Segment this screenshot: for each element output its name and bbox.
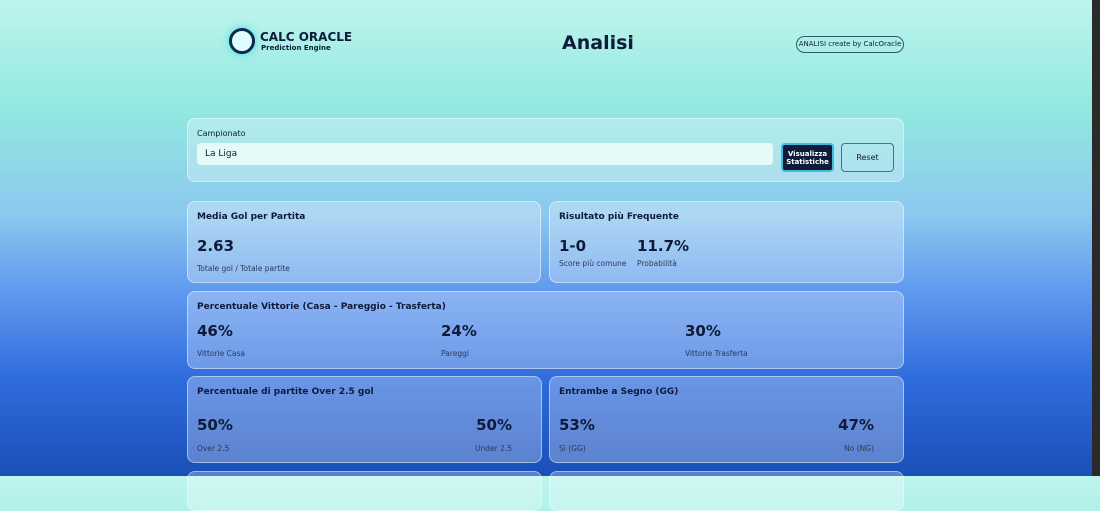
card-title: Entrambe a Segno (GG) (559, 387, 679, 397)
card-title: Risultato più Frequente (559, 212, 679, 222)
stat-label: Under 2.5 (474, 444, 512, 453)
logo-title: CALC ORACLE (260, 30, 353, 44)
stat-label: Totale gol / Totale partite (197, 264, 290, 273)
stat-value: 11.7% (637, 237, 690, 255)
stat-label: Vittorie Casa (197, 349, 246, 358)
stat-value: 24% (441, 322, 477, 340)
badge[interactable]: ANALISI create by CalcOracle (796, 36, 904, 53)
stat-label: Sì (GG) (559, 444, 586, 453)
submit-button[interactable]: Visualizza Statistiche (781, 143, 834, 172)
stat-value: 50% (197, 416, 233, 434)
logo-icon (229, 28, 255, 54)
page-title: Analisi (562, 32, 634, 54)
stat-card (549, 376, 904, 463)
scrollbar (1092, 0, 1100, 476)
stat-card (549, 471, 904, 511)
stat-card (187, 376, 542, 463)
stat-label: Probabilità (637, 259, 677, 268)
stat-value: 50% (476, 416, 512, 434)
stat-value: 2.63 (197, 237, 235, 255)
stat-card (187, 201, 541, 283)
stat-label: No (NG) (844, 444, 874, 453)
stat-card (187, 291, 904, 369)
stat-card (187, 471, 542, 511)
stat-label: Score più comune (559, 259, 627, 268)
reset-button[interactable]: Reset (841, 143, 894, 172)
card-title: Percentuale Vittorie (Casa - Pareggio - … (197, 302, 446, 312)
logo-subtitle: Prediction Engine (261, 44, 331, 52)
stat-value: 47% (838, 416, 874, 434)
stat-value: 1-0 (559, 237, 587, 255)
stat-value: 53% (559, 416, 595, 434)
stat-value: 46% (197, 322, 233, 340)
stat-value: 30% (685, 322, 721, 340)
card-title: Percentuale di partite Over 2.5 gol (197, 387, 374, 397)
card-title: Media Gol per Partita (197, 212, 306, 222)
stat-label: Vittorie Trasferta (685, 349, 748, 358)
stat-label: Over 2.5 (197, 444, 230, 453)
stat-label: Pareggi (441, 349, 469, 358)
stat-card (549, 201, 904, 283)
filter-label: Campionato (197, 129, 246, 138)
league-select[interactable]: La Liga (197, 143, 773, 165)
